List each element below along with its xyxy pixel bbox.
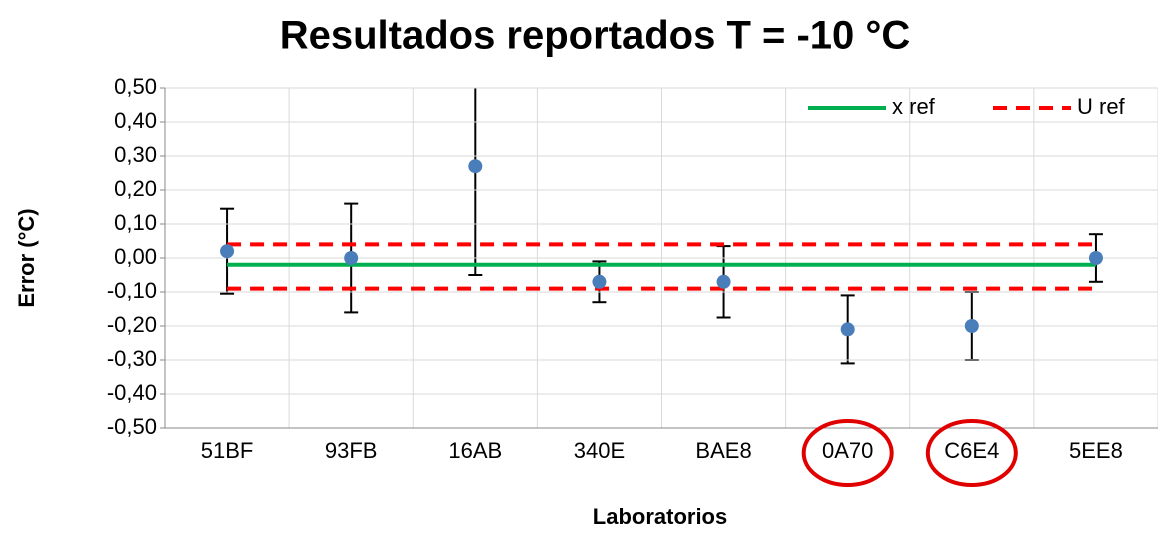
- highlight-ring: [925, 419, 1018, 487]
- x-tick-label: C6E4: [944, 438, 999, 463]
- y-tick-label: -0,30: [107, 346, 157, 371]
- x-tick-label: 16AB: [448, 438, 502, 463]
- x-tick-label: 5EE8: [1069, 438, 1123, 463]
- data-point: [716, 274, 731, 289]
- data-point: [592, 274, 607, 289]
- y-tick-label: 0,20: [114, 176, 157, 201]
- chart-title: Resultados reportados T = -10 °C: [280, 14, 911, 58]
- y-tick-label: -0,50: [107, 414, 157, 439]
- data-point: [220, 244, 235, 259]
- y-tick-label: 0,10: [114, 210, 157, 235]
- x-tick-label: BAE8: [695, 438, 751, 463]
- x-axis-label: Laboratorios: [593, 504, 727, 529]
- y-tick-label: 0,00: [114, 244, 157, 269]
- legend-label: x ref: [892, 94, 936, 119]
- legend-label: U ref: [1077, 94, 1126, 119]
- x-tick-label: 0A70: [822, 438, 873, 463]
- highlight-ring: [801, 419, 894, 487]
- y-tick-label: 0,40: [114, 108, 157, 133]
- data-point: [344, 251, 359, 265]
- x-tick-label: 51BF: [201, 438, 254, 463]
- y-axis-label: Error (°C): [14, 208, 39, 307]
- x-tick-label: 340E: [574, 438, 625, 463]
- y-tick-label: 0,30: [114, 142, 157, 167]
- data-point: [468, 159, 483, 174]
- y-tick-label: -0,40: [107, 380, 157, 405]
- x-tick-label: 93FB: [325, 438, 378, 463]
- y-tick-label: 0,50: [114, 74, 157, 99]
- data-point: [964, 319, 979, 333]
- y-tick-label: -0,10: [107, 278, 157, 303]
- y-tick-label: -0,20: [107, 312, 157, 337]
- data-point: [1088, 251, 1103, 265]
- data-point: [840, 322, 855, 337]
